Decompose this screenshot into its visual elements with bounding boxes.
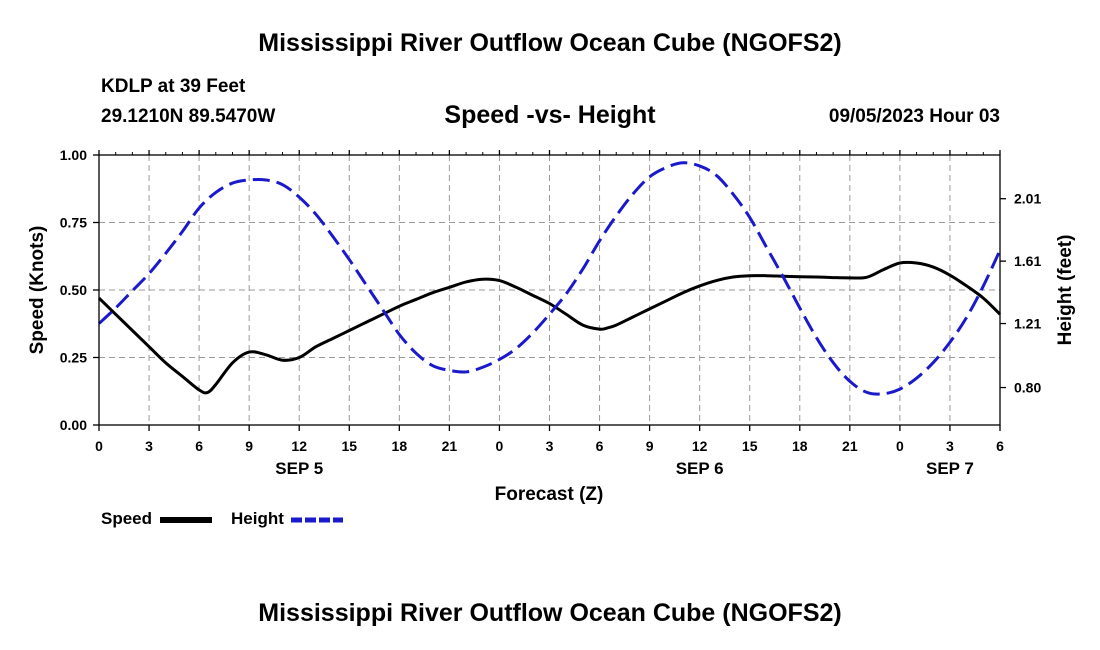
footer-title: Mississippi River Outflow Ocean Cube (NG… (258, 599, 842, 627)
legend-height-label: Height (231, 509, 284, 528)
y-left-tick-label: 0.25 (60, 350, 87, 366)
y-left-tick-label: 1.00 (60, 147, 87, 163)
axis-layer: 0 3 6 9 12 15 18 21 0 3 6 9 12 15 18 21 0 3 6 SEP 5 SEP 6 SEP… (60, 147, 1042, 478)
date-label: SEP 6 (676, 459, 724, 478)
x-tick-label: 15 (341, 438, 357, 454)
y-right-tick-label: 1.61 (1014, 253, 1041, 269)
y-left-tick-label: 0.00 (60, 417, 87, 433)
height-series-line (97, 161, 1002, 396)
chart-subtitle: Speed -vs- Height (444, 101, 656, 129)
legend-speed-label: Speed (101, 509, 153, 528)
date-label: SEP 5 (275, 459, 323, 478)
x-tick-label: 21 (442, 438, 458, 454)
speed-series-line (97, 260, 1002, 395)
x-tick-label: 21 (842, 438, 858, 454)
y-left-axis-label: Speed (Knots) (27, 226, 48, 355)
x-tick-label: 3 (946, 438, 954, 454)
x-tick-label: 0 (95, 438, 103, 454)
grid-layer (99, 155, 1000, 425)
x-axis-label: Forecast (Z) (495, 484, 604, 505)
x-tick-label: 3 (145, 438, 153, 454)
x-tick-label: 18 (792, 438, 808, 454)
x-tick-label: 12 (291, 438, 307, 454)
x-tick-label: 9 (646, 438, 654, 454)
x-tick-label: 15 (742, 438, 758, 454)
y-right-axis-label: Height (feet) (1055, 235, 1076, 346)
x-tick-label: 0 (496, 438, 504, 454)
date-label: SEP 7 (926, 459, 974, 478)
x-tick-label: 3 (546, 438, 554, 454)
coordinates-label: 29.1210N 89.5470W (101, 106, 276, 127)
y-right-tick-label: 0.80 (1014, 380, 1041, 396)
x-tick-label: 18 (392, 438, 408, 454)
x-tick-label: 6 (996, 438, 1004, 454)
timestamp-label: 09/05/2023 Hour 03 (828, 106, 1000, 127)
x-tick-label: 0 (896, 438, 904, 454)
x-tick-label: 9 (245, 438, 253, 454)
x-tick-label: 12 (692, 438, 708, 454)
station-label: KDLP at 39 Feet (101, 76, 246, 97)
y-left-tick-label: 0.50 (60, 282, 87, 298)
x-tick-label: 6 (596, 438, 604, 454)
y-right-tick-label: 1.21 (1014, 316, 1041, 332)
series-layer (97, 161, 1002, 396)
x-tick-label: 6 (195, 438, 203, 454)
y-left-tick-label: 0.75 (60, 215, 87, 231)
chart-title: Mississippi River Outflow Ocean Cube (NG… (258, 29, 842, 57)
y-right-tick-label: 2.01 (1014, 191, 1041, 207)
